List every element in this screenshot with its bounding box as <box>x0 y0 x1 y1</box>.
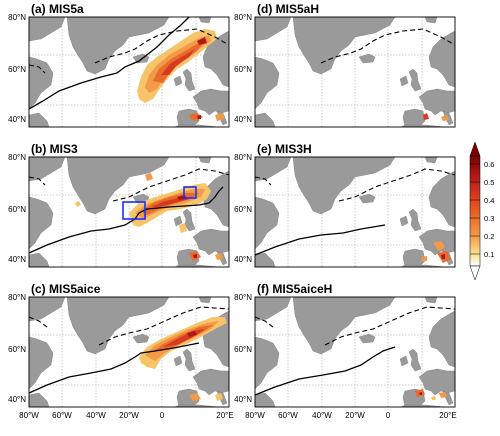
colorbar-label-0-5: 0.5 <box>484 178 494 187</box>
panel-e: (e) MIS3H <box>254 142 456 268</box>
panel-c: (c) MIS5aice <box>28 282 230 408</box>
lat-label-60n: 60°N <box>234 205 252 214</box>
colorbar-label-0-1: 0.1 <box>484 250 494 259</box>
lon-label-60w: 60°W <box>52 411 72 420</box>
lat-label-40n: 40°N <box>234 115 252 124</box>
lat-label-80n: 80°N <box>8 293 26 302</box>
panel-d: (d) MIS5aH <box>254 2 456 128</box>
region-box-east <box>183 186 197 199</box>
region-box-west <box>122 201 146 220</box>
panel-title-d: (d) MIS5aH <box>257 2 319 16</box>
anomaly-field-b <box>75 173 223 261</box>
lat-label-60n: 60°N <box>234 345 252 354</box>
panel-title-e: (e) MIS3H <box>257 142 312 156</box>
lat-label-60n: 60°N <box>234 65 252 74</box>
anomaly-field-a <box>137 29 225 121</box>
anomaly-field-e <box>421 241 451 263</box>
lat-label-40n: 40°N <box>8 395 26 404</box>
lat-label-60n: 60°N <box>8 205 26 214</box>
colorbar-label-0-4: 0.4 <box>484 196 494 205</box>
lat-label-40n: 40°N <box>8 115 26 124</box>
lat-label-80n: 80°N <box>234 293 252 302</box>
colorbar-label-0-2: 0.2 <box>484 232 494 241</box>
lon-label-40w: 40°W <box>86 411 106 420</box>
lon-label-80w: 80°W <box>19 411 39 420</box>
panel-title-f: (f) MIS5aiceH <box>257 282 332 296</box>
lon-labels: 80°W 60°W 40°W 20°W 0 20°E 80°W 60°W 40°… <box>19 411 457 420</box>
lon-label-0: 0 <box>386 411 391 420</box>
lat-labels: 80°N 60°N 40°N 80°N 60°N 40°N 80°N 60°N … <box>8 13 252 404</box>
panel-title-a: (a) MIS5a <box>31 2 84 16</box>
lat-label-80n: 80°N <box>8 153 26 162</box>
lat-label-80n: 80°N <box>234 13 252 22</box>
lat-label-40n: 40°N <box>234 395 252 404</box>
anomaly-field-f <box>415 389 447 400</box>
panel-f: (f) MIS5aiceH <box>254 282 456 408</box>
anomaly-field-d <box>423 113 449 121</box>
lon-label-20e: 20°E <box>216 411 233 420</box>
panel-b: (b) MIS3 <box>28 142 230 268</box>
anomaly-field-c <box>139 317 227 401</box>
colorbar: 0.6 0.5 0.4 0.3 0.2 0.1 <box>469 141 494 281</box>
panel-a: (a) MIS5a <box>28 2 230 128</box>
lon-label-20w: 20°W <box>119 411 139 420</box>
lon-label-60w: 60°W <box>278 411 298 420</box>
lon-label-40w: 40°W <box>312 411 332 420</box>
lat-label-60n: 60°N <box>8 345 26 354</box>
lat-label-40n: 40°N <box>8 255 26 264</box>
lat-label-80n: 80°N <box>8 13 26 22</box>
panel-title-c: (c) MIS5aice <box>31 282 101 296</box>
lon-label-80w: 80°W <box>245 411 265 420</box>
lat-label-60n: 60°N <box>8 65 26 74</box>
panel-title-b: (b) MIS3 <box>31 142 78 156</box>
lon-label-20e: 20°E <box>439 411 456 420</box>
lon-label-20w: 20°W <box>345 411 365 420</box>
colorbar-label-0-3: 0.3 <box>484 214 494 223</box>
lon-label-0: 0 <box>160 411 165 420</box>
colorbar-label-0-6: 0.6 <box>484 160 494 169</box>
lat-label-40n: 40°N <box>234 255 252 264</box>
lat-label-80n: 80°N <box>234 153 252 162</box>
